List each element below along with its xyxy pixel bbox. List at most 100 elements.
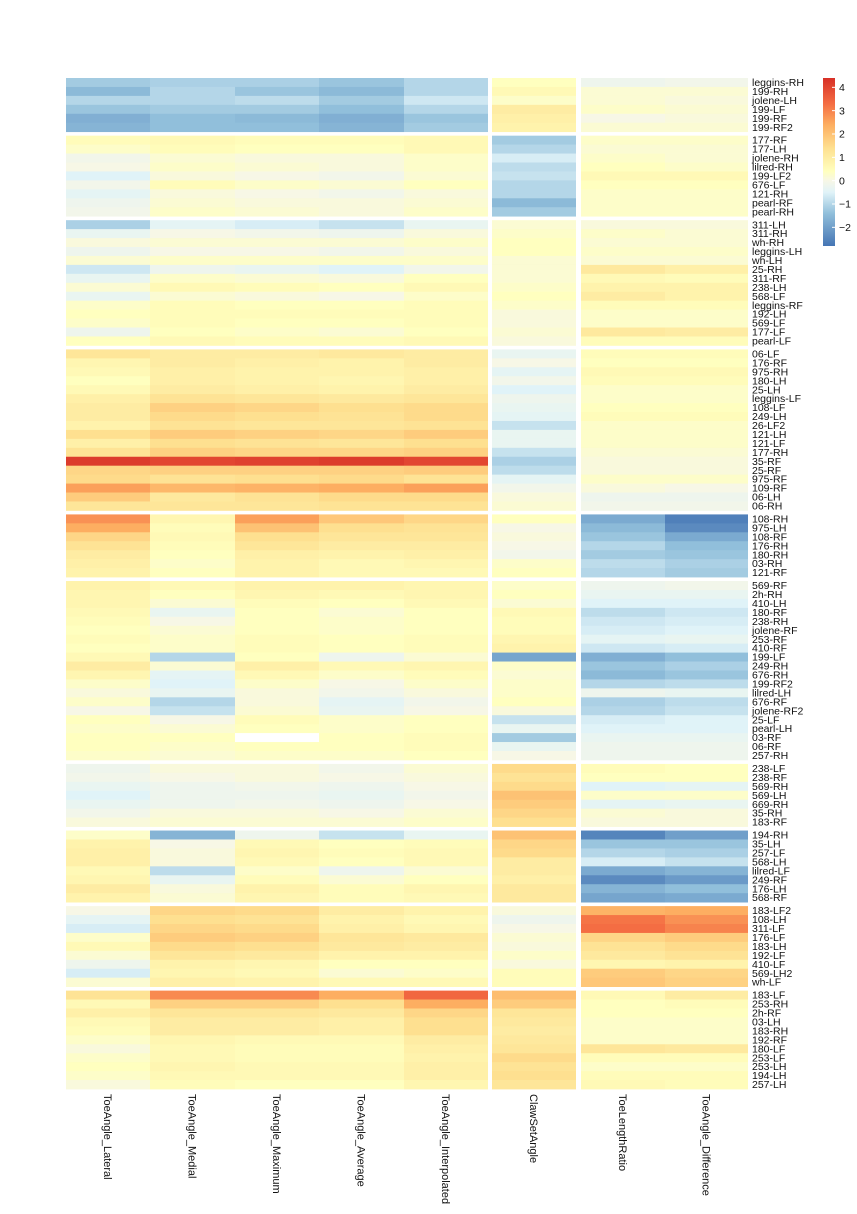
heatmap-cell (492, 568, 576, 578)
heatmap-cell (319, 255, 404, 266)
heatmap-cell (66, 550, 150, 560)
heatmap-cell (235, 906, 319, 916)
heatmap-cell (492, 742, 576, 752)
heatmap-cell (492, 523, 576, 533)
heatmap-cell (404, 772, 488, 783)
heatmap-cell (235, 135, 319, 146)
heatmap-cell (665, 104, 748, 115)
heatmap-cell (235, 977, 319, 987)
heatmap-cell (235, 238, 319, 248)
heatmap-cell (150, 607, 235, 618)
heatmap-cells (66, 78, 748, 1090)
heatmap-cell (319, 1071, 404, 1081)
heatmap-cell (150, 706, 235, 716)
heatmap-cell (492, 763, 576, 774)
heatmap-cell (150, 799, 235, 810)
heatmap-cell (581, 733, 665, 743)
heatmap-cell (66, 616, 150, 627)
heatmap-cell (319, 238, 404, 248)
heatmap-cell (66, 999, 150, 1009)
heatmap-cell (492, 848, 576, 858)
heatmap-cell (150, 171, 235, 181)
heatmap-cell (66, 906, 150, 916)
heatmap-cell (492, 679, 576, 689)
row-label: 199-RF2 (752, 678, 793, 690)
heatmap-cell (235, 429, 319, 440)
heatmap-cell (150, 180, 235, 190)
heatmap-cell (665, 679, 748, 689)
heatmap-cell (404, 1026, 488, 1036)
heatmap-cell (150, 122, 235, 133)
row-label: 121-RH (752, 188, 788, 200)
heatmap-cell (235, 697, 319, 707)
heatmap-cell (404, 808, 488, 818)
heatmap-cell (319, 144, 404, 154)
heatmap-cell (66, 264, 150, 275)
heatmap-cell (150, 523, 235, 533)
heatmap-cell (581, 724, 665, 734)
heatmap-cell (235, 358, 319, 368)
heatmap-cell (581, 523, 665, 533)
heatmap-cell (150, 474, 235, 484)
row-label: jolene-RF (751, 625, 798, 637)
heatmap-cell (492, 492, 576, 502)
heatmap-cell (581, 550, 665, 560)
heatmap-cell (319, 550, 404, 560)
heatmap-cell (235, 941, 319, 952)
heatmap-cell (492, 950, 576, 961)
heatmap-cell (319, 661, 404, 671)
heatmap-cell (66, 300, 150, 311)
heatmap-cell (319, 893, 404, 903)
row-label: 676-RH (752, 670, 788, 682)
heatmap-cell (404, 474, 488, 484)
heatmap-cell (235, 514, 319, 524)
heatmap-cell (492, 706, 576, 716)
row-label: 108-RH (752, 513, 788, 525)
heatmap-cell (66, 171, 150, 181)
heatmap-cell (235, 501, 319, 511)
heatmap-cell (665, 1035, 748, 1045)
heatmap-cell (665, 474, 748, 484)
heatmap-cell (492, 78, 576, 88)
heatmap-cell (492, 412, 576, 422)
heatmap-cell (665, 541, 748, 551)
heatmap-cell (665, 1044, 748, 1054)
heatmap-cell (492, 238, 576, 248)
heatmap-cell (66, 1080, 150, 1090)
heatmap-cell (235, 336, 319, 346)
row-label: 238-RH (752, 616, 788, 628)
heatmap-cell (150, 247, 235, 257)
heatmap-cell (404, 394, 488, 404)
heatmap-cell (235, 950, 319, 961)
heatmap-cell (665, 968, 748, 979)
heatmap-cell (492, 857, 576, 867)
heatmap-cell (404, 501, 488, 511)
heatmap-cell (150, 113, 235, 124)
heatmap-cell (492, 171, 576, 181)
heatmap-cell (319, 465, 404, 476)
heatmap-cell (581, 670, 665, 680)
heatmap-cell (404, 376, 488, 386)
heatmap-cell (581, 808, 665, 818)
heatmap-cell (404, 616, 488, 627)
row-label: 2h-RH (752, 589, 782, 601)
heatmap-cell (665, 198, 748, 208)
heatmap-cell (581, 866, 665, 876)
heatmap-cell (404, 282, 488, 293)
heatmap-cell (492, 772, 576, 783)
heatmap-cell (404, 990, 488, 1000)
heatmap-cell (319, 950, 404, 961)
heatmap-cell (319, 750, 404, 761)
heatmap-cell (404, 412, 488, 422)
heatmap-cell (235, 923, 319, 934)
heatmap-cell (665, 220, 748, 230)
heatmap-cell (319, 581, 404, 591)
heatmap-cell (404, 742, 488, 752)
heatmap-cell (66, 932, 150, 943)
heatmap-cell (665, 830, 748, 840)
heatmap-cell (150, 264, 235, 275)
heatmap-cell (492, 733, 576, 743)
heatmap-cell (235, 318, 319, 328)
heatmap-cell (319, 643, 404, 653)
heatmap-cell (319, 616, 404, 627)
